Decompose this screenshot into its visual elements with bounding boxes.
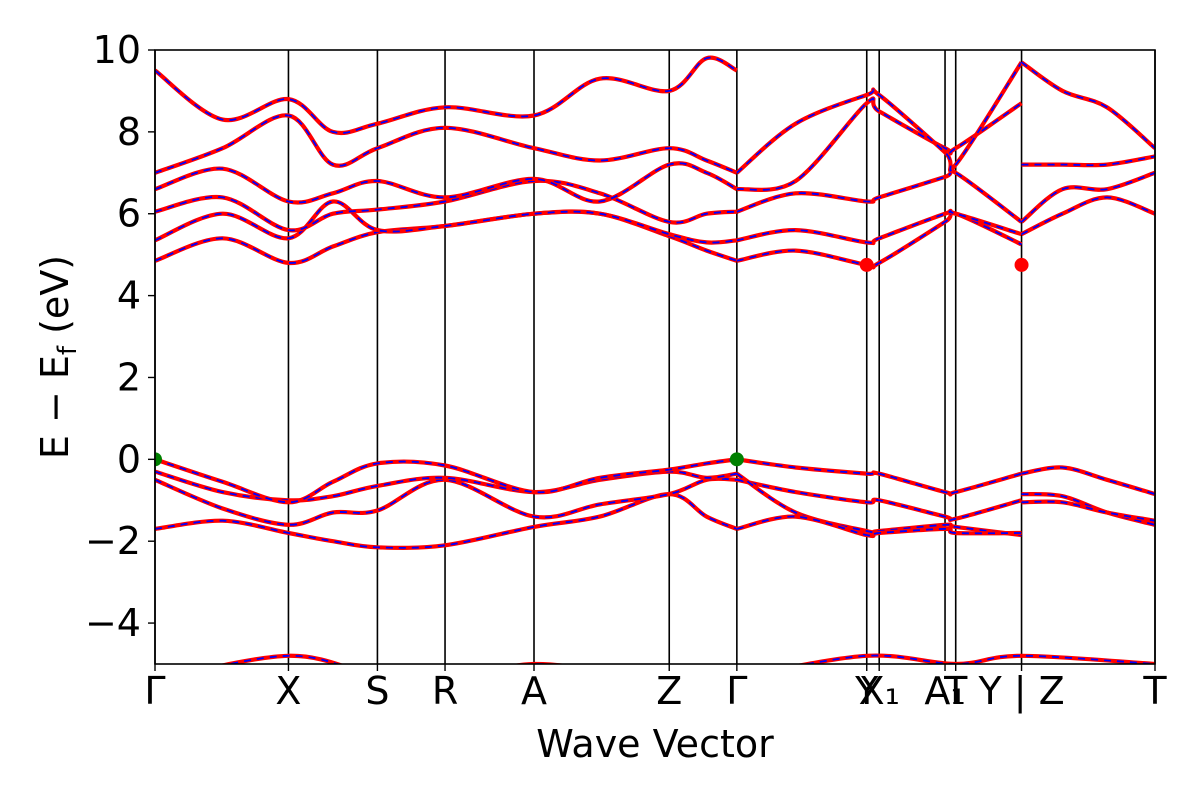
band-line-blue-dashed (155, 477, 737, 526)
cbm-marker (859, 257, 874, 272)
band-lines (155, 55, 1155, 664)
y-tick-label: 0 (117, 437, 141, 481)
band-line-blue-dashed (736, 515, 1022, 537)
x-tick-label: S (365, 669, 389, 713)
band-line-blue-dashed (1020, 61, 1155, 149)
band-line-blue-dashed (225, 654, 1155, 664)
band-line-blue-dashed (1021, 466, 1155, 495)
y-tick-label: −2 (85, 519, 141, 563)
band-line-blue-dashed (736, 478, 1022, 521)
y-tick-label: 2 (117, 355, 141, 399)
band-line-blue-dashed (736, 209, 1022, 244)
band-line-red (155, 113, 738, 175)
y-axis-label-unit: (eV) (33, 255, 77, 346)
y-tick-label: 4 (117, 274, 141, 318)
x-tick-label: Γ (144, 669, 165, 713)
band-line-red (735, 61, 1024, 175)
cbm-marker (1014, 257, 1029, 272)
x-axis-label: Wave Vector (536, 722, 774, 766)
band-line-blue-dashed (1021, 155, 1155, 167)
band-line-blue-dashed (155, 56, 738, 134)
band-line-blue-dashed (736, 458, 1022, 496)
band-line-blue-dashed (736, 211, 1022, 269)
band-line-blue-dashed (155, 179, 737, 232)
x-tick-label: T (943, 669, 968, 713)
band-line-blue-dashed (736, 168, 1023, 223)
band-line-red (1020, 170, 1155, 224)
band-line-blue-dashed (1021, 500, 1155, 522)
band-line-blue-dashed (155, 162, 738, 204)
vbm-marker (155, 452, 162, 467)
y-tick-label: 8 (117, 110, 141, 154)
y-tick-label: −4 (85, 601, 141, 645)
y-axis-label: E − Ef (eV) (33, 255, 83, 459)
band-line-blue-dashed (1021, 196, 1155, 236)
x-tick-label: A₁ (924, 669, 965, 713)
x-tick-label: T (1142, 669, 1167, 713)
band-line-blue-dashed (155, 200, 737, 244)
plot-background (155, 50, 1155, 664)
x-tick-label: Z (656, 669, 682, 713)
y-axis-label-sub: f (53, 345, 83, 355)
vbm-marker (729, 452, 744, 467)
band-line-red (736, 96, 1023, 193)
band-line-blue-dashed (155, 458, 738, 504)
band-edge-markers (155, 257, 1029, 467)
x-tick-label: Γ (726, 669, 747, 713)
x-tick-label: X (275, 669, 301, 713)
band-line-red (155, 492, 738, 550)
x-tick-label: A (521, 669, 547, 713)
x-tick-label: R (432, 669, 458, 713)
y-axis-label-main: E − E (33, 355, 77, 459)
plot-frame (154, 49, 1156, 665)
y-ticks: −4 −2 0 2 4 6 8 10 (85, 28, 155, 645)
x-tick-label: Y (854, 669, 879, 713)
y-tick-label: 10 (93, 28, 141, 72)
y-tick-label: 6 (117, 192, 141, 236)
band-line-blue-dashed (1021, 493, 1155, 526)
x-tick-label: Y | Z (977, 669, 1064, 714)
x-tick-label: X₁ (859, 669, 900, 713)
